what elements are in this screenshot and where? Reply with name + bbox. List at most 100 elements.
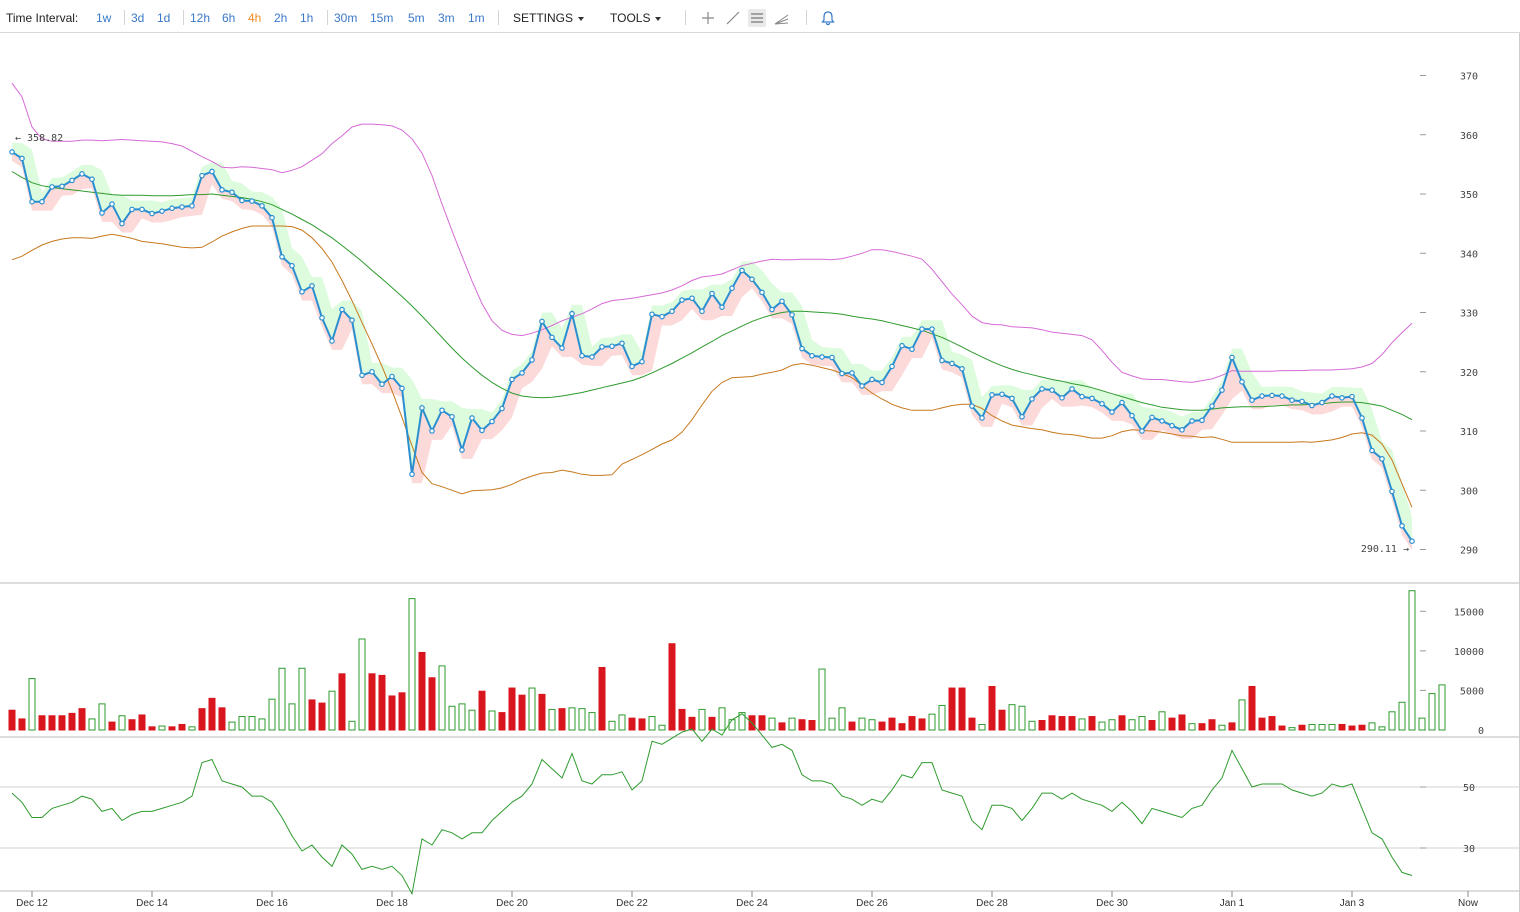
price-point xyxy=(529,357,535,363)
volume-bar-down xyxy=(1268,716,1276,731)
volume-bar-down xyxy=(988,685,996,731)
interval-4h[interactable]: 4h xyxy=(248,11,262,25)
price-point xyxy=(1009,395,1015,402)
price-point xyxy=(1139,428,1145,434)
price-point xyxy=(859,383,865,389)
fan-lines-icon[interactable] xyxy=(773,9,791,27)
volume-bar-up xyxy=(1428,693,1436,731)
cloud-up-area xyxy=(832,348,842,374)
interval-2h[interactable]: 2h xyxy=(274,11,288,25)
cloud-down-area xyxy=(102,204,112,222)
tools-label: TOOLS xyxy=(610,11,651,25)
volume-bar-down xyxy=(518,694,526,731)
cloud-up-area xyxy=(1062,380,1072,398)
cloud-up-area xyxy=(1372,409,1382,459)
price-point xyxy=(299,288,305,295)
volume-bar-up xyxy=(568,707,576,731)
volume-bar-down xyxy=(778,722,786,731)
cloud-up-area xyxy=(1042,380,1052,391)
price-point xyxy=(289,262,295,269)
volume-bar-down xyxy=(1148,720,1156,731)
x-tick-label: Dec 28 xyxy=(976,898,1008,909)
cloud-up-area xyxy=(732,261,742,289)
volume-bar-up xyxy=(1328,723,1336,731)
cloud-down-area xyxy=(762,292,772,319)
price-point xyxy=(359,372,365,379)
y-tick-label: 300 xyxy=(1460,486,1478,497)
cloud-up-area xyxy=(222,162,232,193)
volume-bar-up xyxy=(858,717,866,731)
price-point xyxy=(1109,409,1115,415)
line-draw-icon[interactable] xyxy=(724,9,742,27)
cloud-down-area xyxy=(992,394,1002,427)
volume-bar-up xyxy=(1308,723,1316,731)
cloud-down-area xyxy=(1202,406,1212,430)
price-point xyxy=(749,276,755,283)
volume-bar-down xyxy=(318,702,326,731)
price-point xyxy=(569,310,575,317)
interval-1m[interactable]: 1m xyxy=(468,11,485,25)
oscillator-line xyxy=(11,713,1413,896)
cloud-up-area xyxy=(542,312,552,338)
interval-30m[interactable]: 30m xyxy=(334,11,358,25)
cloud-up-area xyxy=(1142,406,1152,431)
cloud-up-area xyxy=(1192,411,1202,421)
interval-6h[interactable]: 6h xyxy=(222,11,236,25)
cloud-down-area xyxy=(602,346,612,366)
cloud-up-area xyxy=(342,300,352,321)
interval-3m[interactable]: 3m xyxy=(438,11,455,25)
price-point xyxy=(939,357,945,364)
cloud-down-area xyxy=(182,205,192,218)
cloud-down-area xyxy=(822,356,832,367)
y-tick-label: 350 xyxy=(1460,190,1478,201)
cloud-up-area xyxy=(942,320,952,364)
volume-bar-up xyxy=(1098,721,1106,731)
y-tick-label: 50 xyxy=(1463,783,1475,794)
price-point xyxy=(249,198,255,204)
interval-1d[interactable]: 1d xyxy=(157,11,171,25)
price-point xyxy=(89,176,95,182)
price-point xyxy=(279,254,285,260)
interval-5m[interactable]: 5m xyxy=(408,11,425,25)
price-point xyxy=(1309,402,1315,409)
interval-12h[interactable]: 12h xyxy=(190,11,211,25)
end-price-label: 290.11 → xyxy=(1361,544,1409,555)
volume-bar-down xyxy=(598,666,606,731)
horizontal-lines-icon[interactable] xyxy=(748,9,766,27)
price-point xyxy=(509,376,515,383)
cloud-up-area xyxy=(1212,381,1222,407)
volume-bar-up xyxy=(698,708,706,731)
cloud-up-area xyxy=(1292,387,1302,402)
cloud-up-area xyxy=(802,305,812,356)
volume-bar-up xyxy=(1158,711,1166,731)
volume-bar-up xyxy=(1418,717,1426,731)
volume-bar-up xyxy=(1398,701,1406,731)
tools-menu[interactable]: TOOLS xyxy=(610,11,662,25)
settings-menu[interactable]: SETTINGS xyxy=(513,11,585,25)
volume-bar-up xyxy=(158,725,166,731)
price-point xyxy=(1219,387,1225,393)
price-point xyxy=(1179,427,1185,433)
interval-3d[interactable]: 3d xyxy=(131,11,145,25)
volume-bar-down xyxy=(668,643,676,731)
volume-bar-down xyxy=(428,677,436,731)
cloud-up-area xyxy=(362,311,372,376)
price-point xyxy=(499,405,505,412)
volume-bar-up xyxy=(938,704,946,731)
cloud-down-area xyxy=(1042,388,1052,408)
price-point xyxy=(239,197,245,204)
crosshair-icon[interactable] xyxy=(699,9,717,27)
interval-1h[interactable]: 1h xyxy=(300,11,314,25)
volume-bar-down xyxy=(1178,714,1186,731)
cloud-up-area xyxy=(1012,385,1022,417)
price-point xyxy=(139,206,145,213)
interval-15m[interactable]: 15m xyxy=(370,11,394,25)
bell-icon[interactable] xyxy=(819,9,837,27)
volume-bar-down xyxy=(1248,685,1256,731)
cloud-down-area xyxy=(1372,450,1382,468)
interval-1w[interactable]: 1w xyxy=(96,11,112,25)
cloud-down-area xyxy=(592,346,602,366)
cloud-up-area xyxy=(712,284,722,308)
price-point xyxy=(339,306,345,313)
